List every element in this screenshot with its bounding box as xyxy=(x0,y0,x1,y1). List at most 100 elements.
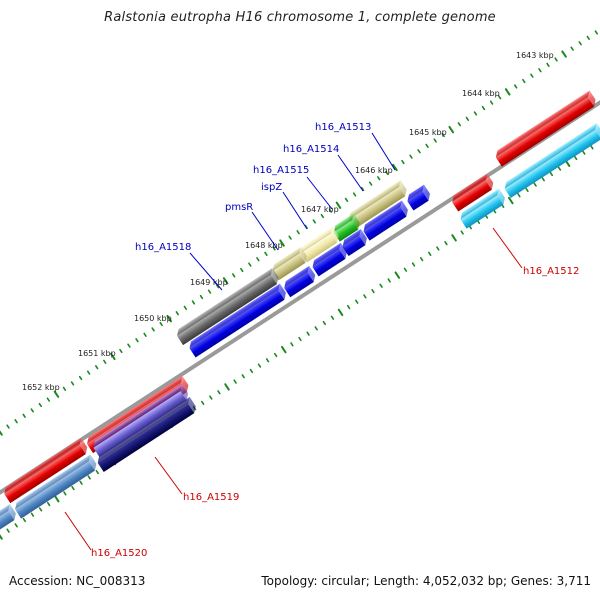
tick-mark xyxy=(541,177,545,182)
tick-mark xyxy=(135,338,139,343)
gene-label-h16_A1513[interactable]: h16_A1513 xyxy=(315,122,371,133)
gene-label-pmsR[interactable]: pmsR xyxy=(225,202,253,213)
feature-bevel xyxy=(87,375,183,444)
pseudogene-bar[interactable] xyxy=(298,226,341,263)
tick-mark xyxy=(335,201,342,209)
feature-end xyxy=(497,188,505,205)
feature-face xyxy=(4,444,86,504)
tick-mark xyxy=(411,262,416,267)
tick-mark xyxy=(70,381,75,386)
reverse-gene-arrow[interactable] xyxy=(95,397,198,473)
feature-end xyxy=(307,265,316,282)
forward-gene-arrow[interactable] xyxy=(2,437,90,504)
tick-mark xyxy=(127,343,131,348)
feature-bevel xyxy=(333,213,354,233)
tick-mark xyxy=(419,256,424,262)
feature-face xyxy=(97,403,195,473)
leader-lines-red xyxy=(64,227,523,551)
tick-mark xyxy=(573,155,578,161)
feature-face xyxy=(460,195,504,229)
tick-mark xyxy=(457,122,462,127)
feature-end xyxy=(188,397,196,414)
tick-mark xyxy=(257,363,262,368)
tick-mark xyxy=(320,213,325,219)
tick-mark xyxy=(63,491,67,496)
tick-mark xyxy=(264,251,268,256)
tick-mark xyxy=(95,469,99,475)
tick-mark xyxy=(508,196,514,205)
tick-mark xyxy=(352,192,357,197)
tick-mark xyxy=(554,57,558,62)
gene-label-h16_A1519[interactable]: h16_A1519 xyxy=(183,492,239,503)
selected-gene-bar[interactable] xyxy=(331,213,362,242)
reverse-gene-arrow[interactable] xyxy=(91,384,191,457)
tick-mark xyxy=(143,332,147,337)
tick-mark xyxy=(344,197,349,202)
feature-face xyxy=(504,129,600,199)
reverse-gene-arrow[interactable] xyxy=(405,184,433,211)
tick-mark xyxy=(199,294,204,300)
leader-line xyxy=(251,211,279,251)
tick-mark xyxy=(46,501,51,507)
tick-mark xyxy=(14,419,18,424)
tick-mark xyxy=(6,424,10,429)
tick-mark xyxy=(201,400,205,406)
reverse-gene-arrow[interactable] xyxy=(282,265,318,298)
tick-mark xyxy=(175,311,179,316)
reverse-gene-arrow[interactable] xyxy=(361,200,411,241)
feature-end xyxy=(422,184,431,201)
pseudogene-bar[interactable] xyxy=(346,180,409,229)
tick-mark xyxy=(222,277,229,285)
feature-face xyxy=(363,207,407,241)
leader-line xyxy=(154,456,183,495)
forward-gene-arrow[interactable] xyxy=(493,90,598,167)
feature-face xyxy=(189,290,285,358)
tick-mark xyxy=(248,262,252,267)
leader-line xyxy=(64,511,92,551)
reverse-gene-arrow[interactable] xyxy=(187,283,289,358)
gene-label-h16_A1512[interactable]: h16_A1512 xyxy=(523,266,579,277)
tick-mark xyxy=(387,278,391,283)
tick-mark xyxy=(557,166,562,171)
feature-bevel xyxy=(504,123,597,189)
gene-label-h16_A1515[interactable]: h16_A1515 xyxy=(253,165,309,176)
tick-mark xyxy=(110,352,116,361)
tick-mark xyxy=(119,348,123,354)
feature-bevel xyxy=(0,504,10,522)
feature-end xyxy=(485,173,494,190)
tick-mark xyxy=(314,326,318,331)
tick-mark xyxy=(87,475,91,480)
tick-mark xyxy=(290,342,294,347)
feature-face xyxy=(272,253,306,281)
gene-label-h16_A1520[interactable]: h16_A1520 xyxy=(91,548,147,559)
forward-gene-arrow[interactable] xyxy=(450,173,496,212)
kbp-label-1647: 1647 kbp xyxy=(301,205,339,214)
tick-mark xyxy=(288,235,292,240)
tick-mark xyxy=(379,283,383,288)
tick-mark xyxy=(417,149,421,154)
gene-bar[interactable] xyxy=(174,267,281,346)
reverse-gene-arrow[interactable] xyxy=(12,454,99,519)
tick-mark xyxy=(441,132,445,138)
pseudogene-bar[interactable] xyxy=(270,246,310,281)
gene-label-h16_A1514[interactable]: h16_A1514 xyxy=(283,144,339,155)
rna-gene-bar[interactable] xyxy=(458,188,508,229)
reverse-gene-arrow[interactable] xyxy=(0,504,19,532)
tick-mark xyxy=(215,284,220,289)
tick-mark xyxy=(322,320,327,326)
tick-mark xyxy=(22,517,27,523)
tick-mark xyxy=(433,138,437,143)
reverse-gene-arrow[interactable] xyxy=(340,229,370,257)
feature-end xyxy=(180,384,189,401)
tick-mark xyxy=(62,386,67,391)
gene-label-ispZ[interactable]: ispZ xyxy=(261,182,282,193)
leader-line xyxy=(371,132,396,171)
gene-label-h16_A1518[interactable]: h16_A1518 xyxy=(135,242,191,253)
kbp-label-1651: 1651 kbp xyxy=(78,349,116,358)
tick-mark xyxy=(582,150,586,155)
feature-end xyxy=(399,180,407,197)
leader-line xyxy=(189,252,223,291)
rna-gene-bar[interactable] xyxy=(502,123,600,199)
kbp-label-1646: 1646 kbp xyxy=(355,166,393,175)
reverse-gene-arrow[interactable] xyxy=(310,242,350,277)
